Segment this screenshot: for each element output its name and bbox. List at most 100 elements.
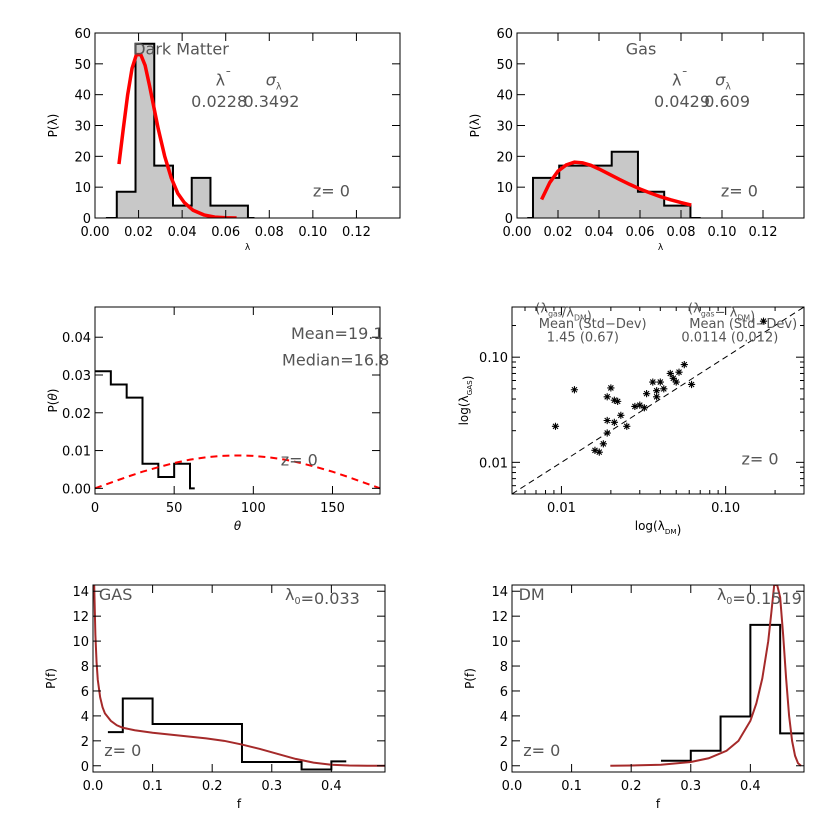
data-point (570, 386, 579, 394)
x-tick-label: 0.3 (261, 779, 282, 794)
panel-p6: 0.0 0.1 0.2 0.3 0.4 0 2 4 6 8 10 12 14 f P(f) DM λ0=0.15… (463, 584, 805, 811)
y-axis-label: P(f) (44, 668, 58, 689)
x-tick-label: 100 (241, 501, 266, 516)
data-point (551, 422, 560, 430)
data-point (607, 384, 615, 392)
histogram-outline (527, 150, 701, 218)
data-point (603, 429, 611, 437)
data-point (603, 393, 611, 401)
x-tick-label: 0.01 (547, 501, 576, 516)
annotation: 0.0114 (0.012) (681, 330, 778, 345)
panel-p2: 0.00 0.02 0.04 0.06 0.08 0.10 0.12 0 10 20 30 40 50 6… (468, 27, 805, 253)
x-axis-label: λ (245, 243, 251, 253)
model-curve (610, 585, 802, 767)
annotation: σλ (715, 70, 731, 92)
model-curve (93, 585, 385, 767)
x-tick-label: 0.08 (667, 225, 696, 240)
data-point (649, 378, 657, 386)
annotation: Gas (626, 40, 657, 59)
y-tick-label: 6 (500, 685, 508, 700)
annotation: Mean (Std−Dev) (539, 317, 647, 332)
x-tick-label: 0.12 (749, 225, 778, 240)
annotation: λ0=0.033 (285, 585, 360, 608)
x-tick-label: 0.04 (585, 225, 614, 240)
x-tick-label: 150 (320, 501, 345, 516)
annotation: GAS (99, 585, 133, 604)
histogram-outline (105, 42, 255, 218)
x-axis-label: log(λDM) (635, 519, 682, 537)
axes-frame (511, 584, 805, 773)
data-point (640, 404, 648, 412)
data-point (669, 374, 677, 382)
annotation: z= 0 (742, 450, 779, 469)
y-tick-label: 0.00 (62, 482, 91, 497)
y-tick-label: 0.02 (62, 407, 91, 422)
y-tick-label: 20 (496, 150, 513, 165)
panel-p4: 0.01 0.10 0.01 0.10 log(λDM) log(λGAS) (λgas/λ… (457, 301, 805, 537)
y-tick-label: 6 (81, 685, 89, 700)
data-point (599, 440, 607, 448)
histogram-fill (527, 151, 701, 218)
y-tick-label: 40 (74, 89, 91, 104)
annotation: z= 0 (721, 181, 758, 200)
annotation: z= 0 (281, 451, 318, 470)
x-tick-label: 0.2 (621, 779, 642, 794)
fit-curve (117, 52, 237, 218)
y-tick-label: 60 (496, 27, 513, 42)
y-tick-label: 10 (491, 635, 508, 650)
axes-frame (92, 584, 386, 773)
x-tick-label: 0.06 (211, 225, 240, 240)
y-tick-label: 8 (500, 660, 508, 675)
y-tick-label: 2 (500, 735, 508, 750)
y-tick-label: 30 (496, 120, 513, 135)
y-tick-label: 0.10 (479, 351, 508, 366)
annotation: 0.0429 (654, 92, 710, 111)
y-axis-label: P(λ) (46, 114, 60, 138)
x-tick-label: 0.10 (711, 501, 740, 516)
x-tick-label: 50 (166, 501, 183, 516)
data-point (759, 317, 768, 325)
y-tick-label: 40 (496, 89, 513, 104)
data-point (603, 416, 611, 425)
data-point (591, 446, 599, 454)
axes-frame (511, 306, 805, 495)
y-tick-label: 12 (72, 610, 89, 625)
histogram-outline (660, 623, 804, 762)
axes-frame (94, 306, 381, 495)
y-tick-label: 12 (491, 610, 508, 625)
x-axis-label: λ (658, 243, 664, 253)
x-tick-label: 0.10 (708, 225, 737, 240)
panel-p3: 0 50 100 150 0.00 0.01 0.02 0.03 0.04 θ P(θ) Mean=1… (46, 306, 389, 533)
data-point (610, 396, 618, 404)
x-tick-label: 0.1 (142, 779, 163, 794)
plot-area (512, 307, 804, 494)
x-tick-label: 0.3 (680, 779, 701, 794)
data-point (680, 360, 688, 369)
annotation: z= 0 (313, 181, 350, 200)
annotation: 0.3492 (243, 92, 299, 111)
y-tick-label: 0 (500, 760, 508, 775)
panel-p1: 0.00 0.02 0.04 0.06 0.08 0.10 0.12 0 10 20 30 40 50 6… (46, 27, 401, 253)
data-point (687, 380, 696, 389)
x-tick-label: 0.08 (255, 225, 284, 240)
y-axis-label: log(λGAS) (457, 376, 475, 426)
y-tick-label: 4 (500, 710, 508, 725)
data-point (656, 378, 664, 386)
plot-area (95, 370, 380, 490)
y-tick-label: 10 (74, 181, 91, 196)
x-tick-label: 0.02 (124, 225, 153, 240)
y-axis-label: P(f) (463, 668, 477, 689)
x-tick-label: 0.00 (81, 225, 110, 240)
x-tick-label: 0.0 (83, 779, 104, 794)
x-tick-label: 0.00 (503, 225, 532, 240)
data-point (675, 368, 683, 376)
y-axis-label: P(λ) (468, 114, 482, 138)
annotation: 1.45 (0.67) (547, 330, 619, 345)
one-to-one-line (512, 307, 804, 494)
annotation: (λgas− λDM) (688, 301, 755, 324)
data-point (672, 378, 680, 386)
plot-area (527, 150, 701, 218)
annotation: λ¯ (216, 69, 232, 89)
y-tick-label: 50 (74, 58, 91, 73)
